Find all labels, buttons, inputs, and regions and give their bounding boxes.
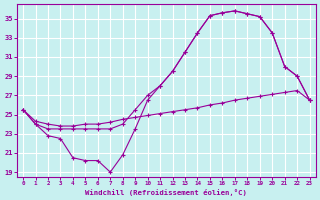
X-axis label: Windchill (Refroidissement éolien,°C): Windchill (Refroidissement éolien,°C)	[85, 189, 247, 196]
